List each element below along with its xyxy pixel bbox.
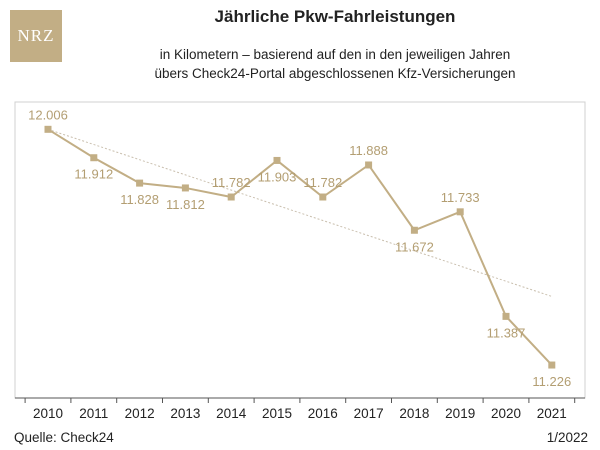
data-markers <box>44 125 556 369</box>
x-tick-label-2014: 2014 <box>216 406 247 421</box>
x-tick-label-2012: 2012 <box>125 406 155 421</box>
x-axis-ticks <box>24 398 576 403</box>
data-label-2018: 11.672 <box>395 239 434 254</box>
data-point-2021 <box>548 361 556 369</box>
x-tick-label-2021: 2021 <box>537 406 567 421</box>
data-label-2014: 11.782 <box>212 175 251 190</box>
x-tick-label-2017: 2017 <box>354 406 384 421</box>
subtitle-line-2: übers Check24-Portal abgeschlossenen Kfz… <box>154 66 516 81</box>
plot-frame <box>14 101 586 399</box>
data-label-2020: 11.387 <box>487 325 526 340</box>
x-tick-label-2016: 2016 <box>308 406 338 421</box>
brand-logo: NRZ <box>10 10 62 62</box>
x-tick-label-2018: 2018 <box>399 406 429 421</box>
data-label-2011: 11.912 <box>74 167 113 182</box>
data-point-2020 <box>502 312 510 320</box>
data-label-2010: 12.006 <box>28 107 68 122</box>
x-tick-label-2010: 2010 <box>33 406 63 421</box>
data-point-2012 <box>136 179 144 187</box>
data-label-2015: 11.903 <box>258 169 297 184</box>
data-label-2017: 11.888 <box>349 143 388 158</box>
data-label-2019: 11.733 <box>441 190 480 205</box>
data-labels: 12.006 11.912 11.828 11.812 11.782 11.903 11.7… <box>28 107 571 389</box>
date-note: 1/2022 <box>546 430 588 445</box>
brand-logo-text: NRZ <box>17 26 55 45</box>
trend-line <box>47 128 552 297</box>
data-point-2014 <box>227 193 235 201</box>
series-line <box>47 128 553 366</box>
chart-subtitle: in Kilometern – basierend auf den in den… <box>70 45 600 83</box>
data-point-2017 <box>365 161 373 169</box>
data-label-2012: 11.828 <box>120 192 159 207</box>
data-point-2016 <box>319 193 327 201</box>
data-label-2016: 11.782 <box>303 175 342 190</box>
data-point-2011 <box>90 154 98 162</box>
x-tick-label-2013: 2013 <box>170 406 200 421</box>
data-label-2013: 11.812 <box>166 197 205 212</box>
data-point-2019 <box>456 208 464 216</box>
subtitle-line-1: in Kilometern – basierend auf den in den… <box>159 47 511 62</box>
data-point-2015 <box>273 156 281 164</box>
source-note: Quelle: Check24 <box>14 430 114 445</box>
x-axis-tick-labels: 2010 2011 2012 2013 2014 2015 2016 2017 2018 2019… <box>33 406 567 421</box>
data-point-2013 <box>181 184 189 192</box>
data-point-2018 <box>410 226 418 234</box>
chart-title: Jährliche Pkw-Fahrleistungen <box>214 7 456 26</box>
x-tick-label-2020: 2020 <box>491 406 521 421</box>
x-tick-label-2011: 2011 <box>79 406 108 421</box>
x-tick-label-2015: 2015 <box>262 406 292 421</box>
data-label-2021: 11.226 <box>532 374 571 389</box>
x-tick-label-2019: 2019 <box>445 406 475 421</box>
data-point-2010 <box>44 125 52 133</box>
